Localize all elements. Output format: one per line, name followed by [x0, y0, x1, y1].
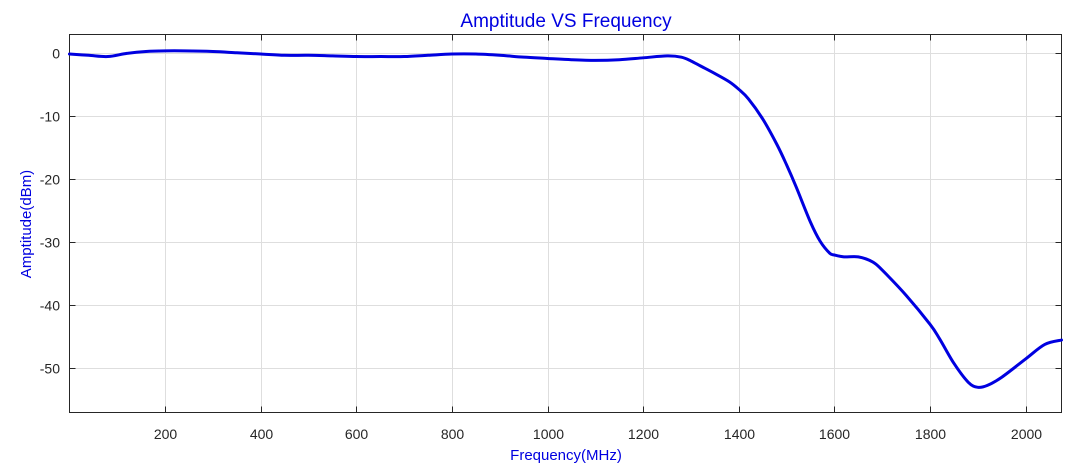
x-tick-label: 1600 — [819, 426, 850, 442]
y-tick-label: -30 — [40, 235, 60, 251]
y-tick-label: -40 — [40, 298, 60, 314]
plot-frame — [69, 34, 1062, 413]
x-tick-label: 1400 — [724, 426, 755, 442]
x-tick-label: 2000 — [1011, 426, 1042, 442]
x-tick-label: 200 — [154, 426, 178, 442]
x-tick-label: 1000 — [533, 426, 564, 442]
x-tick-label: 400 — [250, 426, 274, 442]
y-tick-label: -10 — [40, 109, 60, 125]
x-tick-label: 1800 — [915, 426, 946, 442]
x-tick-label: 600 — [345, 426, 369, 442]
grid — [69, 34, 1062, 413]
y-tick-label: 0 — [52, 46, 60, 62]
x-tick-label: 1200 — [628, 426, 659, 442]
axis-ticks: 200 400 600 800 1000 1200 1400 1600 1800 2000 0 -10… — [40, 34, 1062, 442]
chart-title: Amptitude VS Frequency — [460, 11, 672, 32]
y-axis-label: Amptitude(dBm) — [18, 170, 35, 278]
x-axis-label: Frequency(MHz) — [510, 447, 622, 464]
amplitude-series-line — [68, 49, 1063, 389]
y-tick-label: -20 — [40, 172, 60, 188]
y-tick-label: -50 — [40, 361, 60, 377]
x-tick-label: 800 — [441, 426, 465, 442]
